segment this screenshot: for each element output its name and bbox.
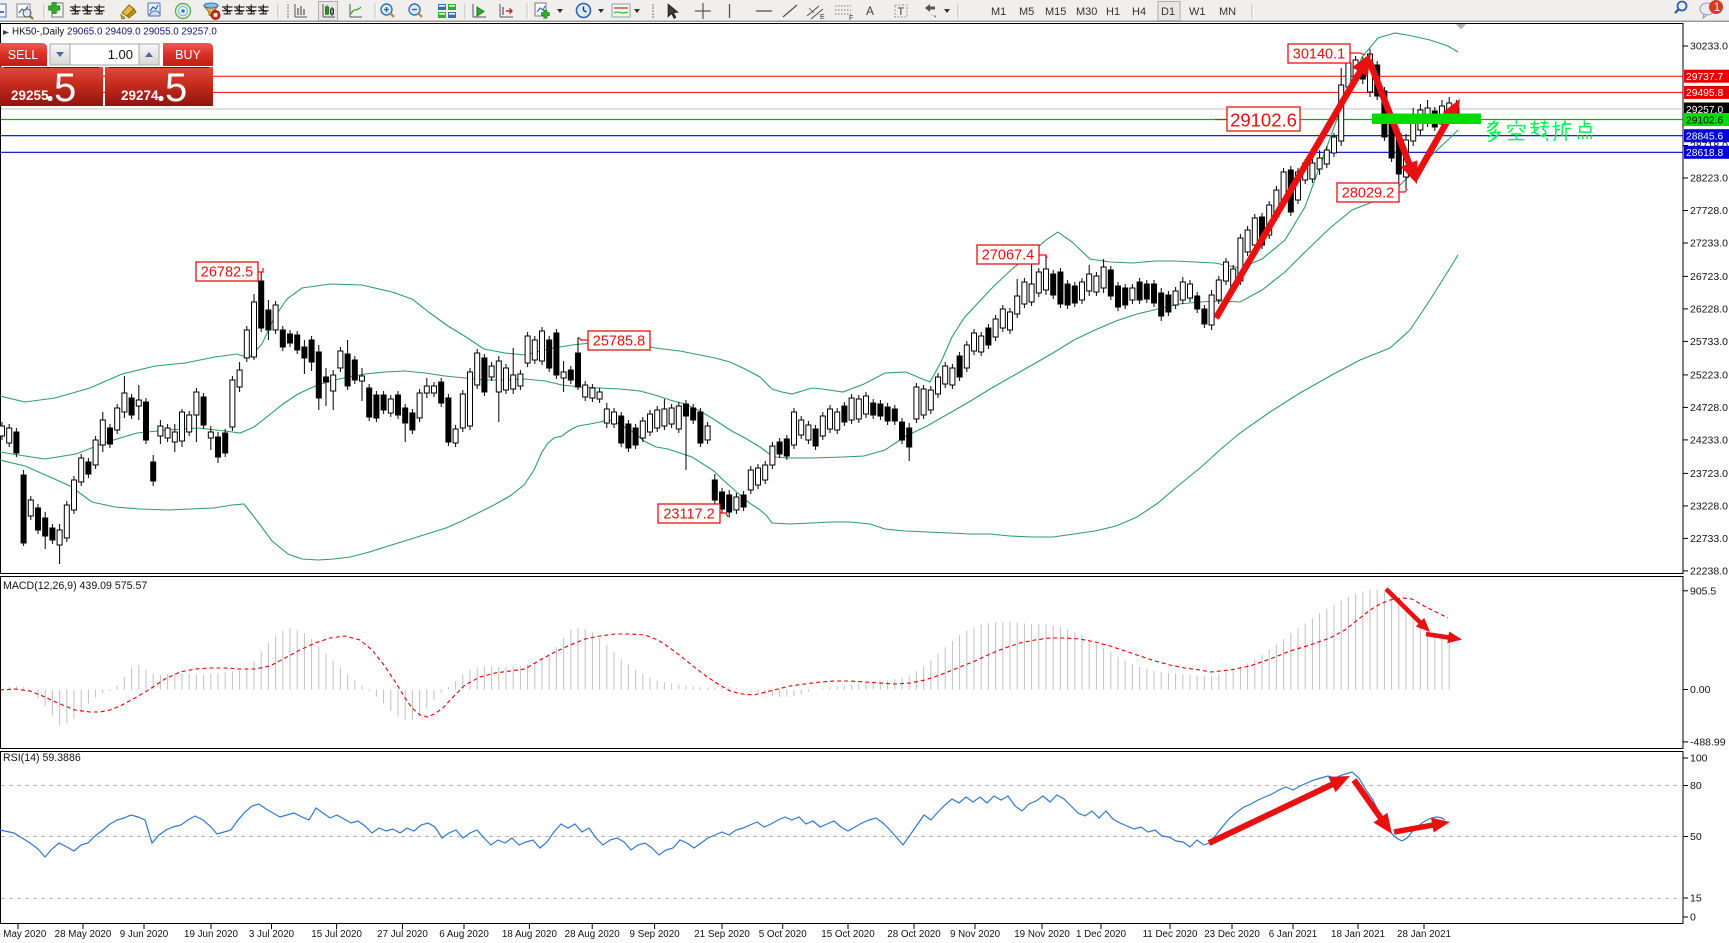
svg-text:15 Oct 2020: 15 Oct 2020 [821, 929, 875, 940]
svg-text:F: F [849, 15, 853, 22]
svg-text:MACD(12,26,9) 439.09 575.57: MACD(12,26,9) 439.09 575.57 [3, 580, 147, 592]
svg-text:28618.8: 28618.8 [1686, 148, 1723, 159]
svg-text:6 Aug 2020: 6 Aug 2020 [439, 929, 489, 940]
svg-text:24728.0: 24728.0 [1690, 402, 1728, 414]
svg-text:28 May 2020: 28 May 2020 [55, 929, 112, 940]
svg-text:T: T [898, 6, 905, 18]
svg-text:30233.0: 30233.0 [1690, 41, 1728, 53]
svg-text:A: A [866, 4, 874, 18]
svg-text:M30: M30 [1076, 6, 1097, 18]
svg-text:H4: H4 [1132, 6, 1146, 18]
svg-text:HK50-,Daily: HK50-,Daily [12, 27, 64, 38]
svg-text:26782.5: 26782.5 [201, 265, 253, 281]
svg-text:28 Jan 2021: 28 Jan 2021 [1397, 929, 1451, 940]
svg-text:29495.8: 29495.8 [1686, 88, 1723, 99]
svg-text:0.00: 0.00 [1690, 684, 1711, 696]
svg-text:0: 0 [1690, 912, 1696, 924]
svg-text:SELL: SELL [8, 48, 39, 62]
svg-text:9 Nov 2020: 9 Nov 2020 [950, 929, 1001, 940]
svg-text:W1: W1 [1189, 6, 1206, 18]
svg-text:5: 5 [54, 66, 76, 110]
svg-text:28 Oct 2020: 28 Oct 2020 [887, 929, 941, 940]
svg-text:11 Dec 2020: 11 Dec 2020 [1143, 929, 1198, 940]
svg-text:3 Jul 2020: 3 Jul 2020 [249, 929, 295, 940]
svg-text:26723.0: 26723.0 [1690, 271, 1728, 283]
svg-text:15 Jul 2020: 15 Jul 2020 [311, 929, 362, 940]
svg-text:1 Dec 2020: 1 Dec 2020 [1076, 929, 1127, 940]
svg-text:27233.0: 27233.0 [1690, 238, 1728, 250]
svg-text:25733.0: 25733.0 [1690, 336, 1728, 348]
svg-text:22733.0: 22733.0 [1690, 533, 1728, 545]
svg-text:23 Dec 2020: 23 Dec 2020 [1204, 929, 1260, 940]
svg-text:23723.0: 23723.0 [1690, 468, 1728, 480]
svg-text:RSI(14) 59.3886: RSI(14) 59.3886 [3, 752, 81, 764]
svg-text:29274: 29274 [121, 88, 159, 103]
svg-text:5 Oct 2020: 5 Oct 2020 [759, 929, 807, 940]
svg-text:29737.7: 29737.7 [1686, 72, 1723, 83]
svg-text:28845.6: 28845.6 [1686, 132, 1723, 143]
svg-text:29065.0 29409.0 29055.0 29257.: 29065.0 29409.0 29055.0 29257.0 [67, 27, 217, 38]
svg-text:50: 50 [1690, 831, 1702, 843]
svg-text:19 Nov 2020: 19 Nov 2020 [1014, 929, 1070, 940]
svg-text:23228.0: 23228.0 [1690, 500, 1728, 512]
svg-text:9 Sep 2020: 9 Sep 2020 [630, 929, 681, 940]
svg-text:100: 100 [1690, 753, 1708, 765]
svg-text:80: 80 [1690, 780, 1702, 792]
svg-text:25785.8: 25785.8 [593, 334, 645, 350]
svg-text:24233.0: 24233.0 [1690, 434, 1728, 446]
svg-text:D1: D1 [1161, 6, 1175, 18]
svg-text:27728.0: 27728.0 [1690, 205, 1728, 217]
svg-text:23117.2: 23117.2 [663, 507, 714, 523]
svg-text:1: 1 [1714, 2, 1720, 14]
svg-text:E: E [820, 14, 825, 21]
svg-text:28029.2: 28029.2 [1342, 186, 1394, 202]
svg-text:-488.99: -488.99 [1690, 736, 1726, 748]
svg-text:M15: M15 [1045, 6, 1066, 18]
svg-text:27067.4: 27067.4 [982, 248, 1034, 264]
svg-text:22238.0: 22238.0 [1690, 565, 1728, 577]
svg-text:9 Jun 2020: 9 Jun 2020 [120, 929, 169, 940]
svg-text:5: 5 [165, 66, 187, 110]
svg-text:30140.1: 30140.1 [1293, 47, 1345, 63]
svg-text:M1: M1 [991, 6, 1006, 18]
svg-text:905.5: 905.5 [1690, 585, 1716, 597]
svg-text:29257.0: 29257.0 [1686, 105, 1723, 116]
svg-text:29102.6: 29102.6 [1230, 110, 1297, 131]
svg-text:28 Aug 2020: 28 Aug 2020 [565, 929, 621, 940]
svg-text:MN: MN [1219, 6, 1236, 18]
svg-text:18 Jan 2021: 18 Jan 2021 [1331, 929, 1385, 940]
svg-text:29255: 29255 [11, 88, 49, 103]
svg-text:26228.0: 26228.0 [1690, 303, 1728, 315]
svg-text:H1: H1 [1106, 6, 1120, 18]
svg-text:15: 15 [1690, 893, 1702, 905]
svg-text:6 Jan 2021: 6 Jan 2021 [1269, 929, 1317, 940]
svg-text:21 Sep 2020: 21 Sep 2020 [694, 929, 750, 940]
svg-text:18 Aug 2020: 18 Aug 2020 [502, 929, 558, 940]
svg-text:18 May 2020: 18 May 2020 [0, 929, 47, 940]
svg-text:28223.0: 28223.0 [1690, 173, 1728, 185]
svg-text:29102.6: 29102.6 [1686, 115, 1723, 126]
svg-text:19 Jun 2020: 19 Jun 2020 [184, 929, 238, 940]
svg-text:1.00: 1.00 [108, 47, 133, 62]
svg-text:27 Jul 2020: 27 Jul 2020 [377, 929, 428, 940]
svg-text:M5: M5 [1019, 6, 1034, 18]
svg-text:25223.0: 25223.0 [1690, 369, 1728, 381]
svg-text:BUY: BUY [175, 48, 201, 62]
